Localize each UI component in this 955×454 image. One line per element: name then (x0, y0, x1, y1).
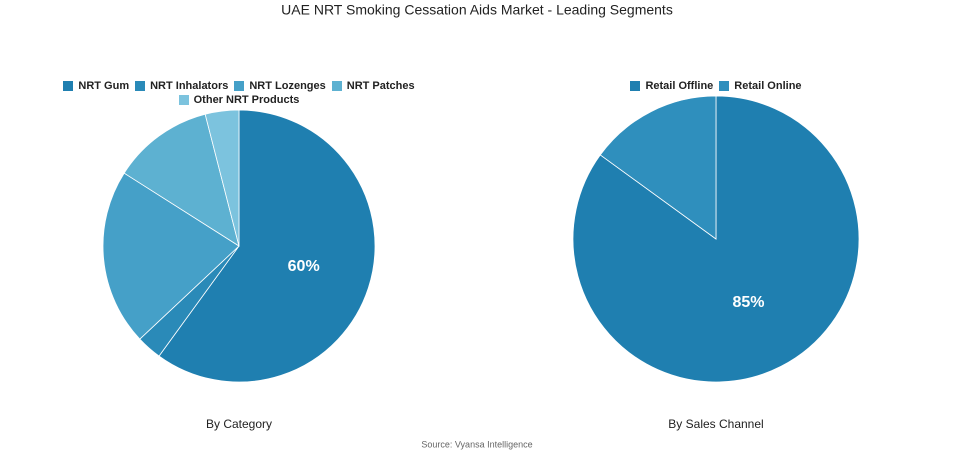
legend-label: NRT Gum (78, 80, 130, 92)
pie-slice (158, 109, 376, 383)
legend-item: NRT Lozenges (234, 80, 326, 92)
legend-swatch (331, 81, 342, 91)
legend-label: Retail Online (734, 80, 802, 92)
source: Source: Vyansa Intelligence (421, 439, 532, 449)
legend: NRT Gum NRT Inhalators NRT Lozenges NRT Pat… (39, 80, 439, 106)
legend-swatch (63, 81, 74, 91)
legend-item: NRT Gum (63, 80, 129, 92)
legend-swatch (630, 81, 641, 91)
chart-subtitle: By Sales Channel (668, 417, 763, 431)
legend-label: NRT Lozenges (249, 80, 326, 92)
legend-item: Other NRT Products (178, 94, 300, 106)
legend-label: Retail Offline (645, 80, 714, 92)
pie-slice (599, 95, 717, 240)
legend-label: Other NRT Products (193, 94, 300, 106)
legend-swatch (135, 81, 146, 91)
pie-slice (123, 113, 240, 247)
legend-item: Retail Online (719, 80, 802, 92)
chart-title: UAE NRT Smoking Cessation Aids Market - … (281, 2, 673, 18)
legend-item: NRT Inhalators (135, 80, 228, 92)
legend-item: Retail Offline (630, 80, 713, 92)
legend-item: NRT Patches (331, 80, 415, 92)
legend-swatch (178, 95, 189, 105)
legend-swatch (234, 81, 245, 91)
data-label: 60% (288, 258, 320, 275)
legend-label: NRT Patches (346, 80, 415, 92)
data-label: 85% (732, 294, 764, 311)
legend: Retail Offline Retail Online (516, 80, 916, 92)
pie-slice (102, 172, 240, 340)
pie-slice (204, 109, 240, 247)
legend-label: NRT Inhalators (150, 80, 229, 92)
chart-subtitle: By Category (206, 417, 272, 431)
pie-slice (572, 95, 860, 383)
legend-swatch (719, 81, 730, 91)
